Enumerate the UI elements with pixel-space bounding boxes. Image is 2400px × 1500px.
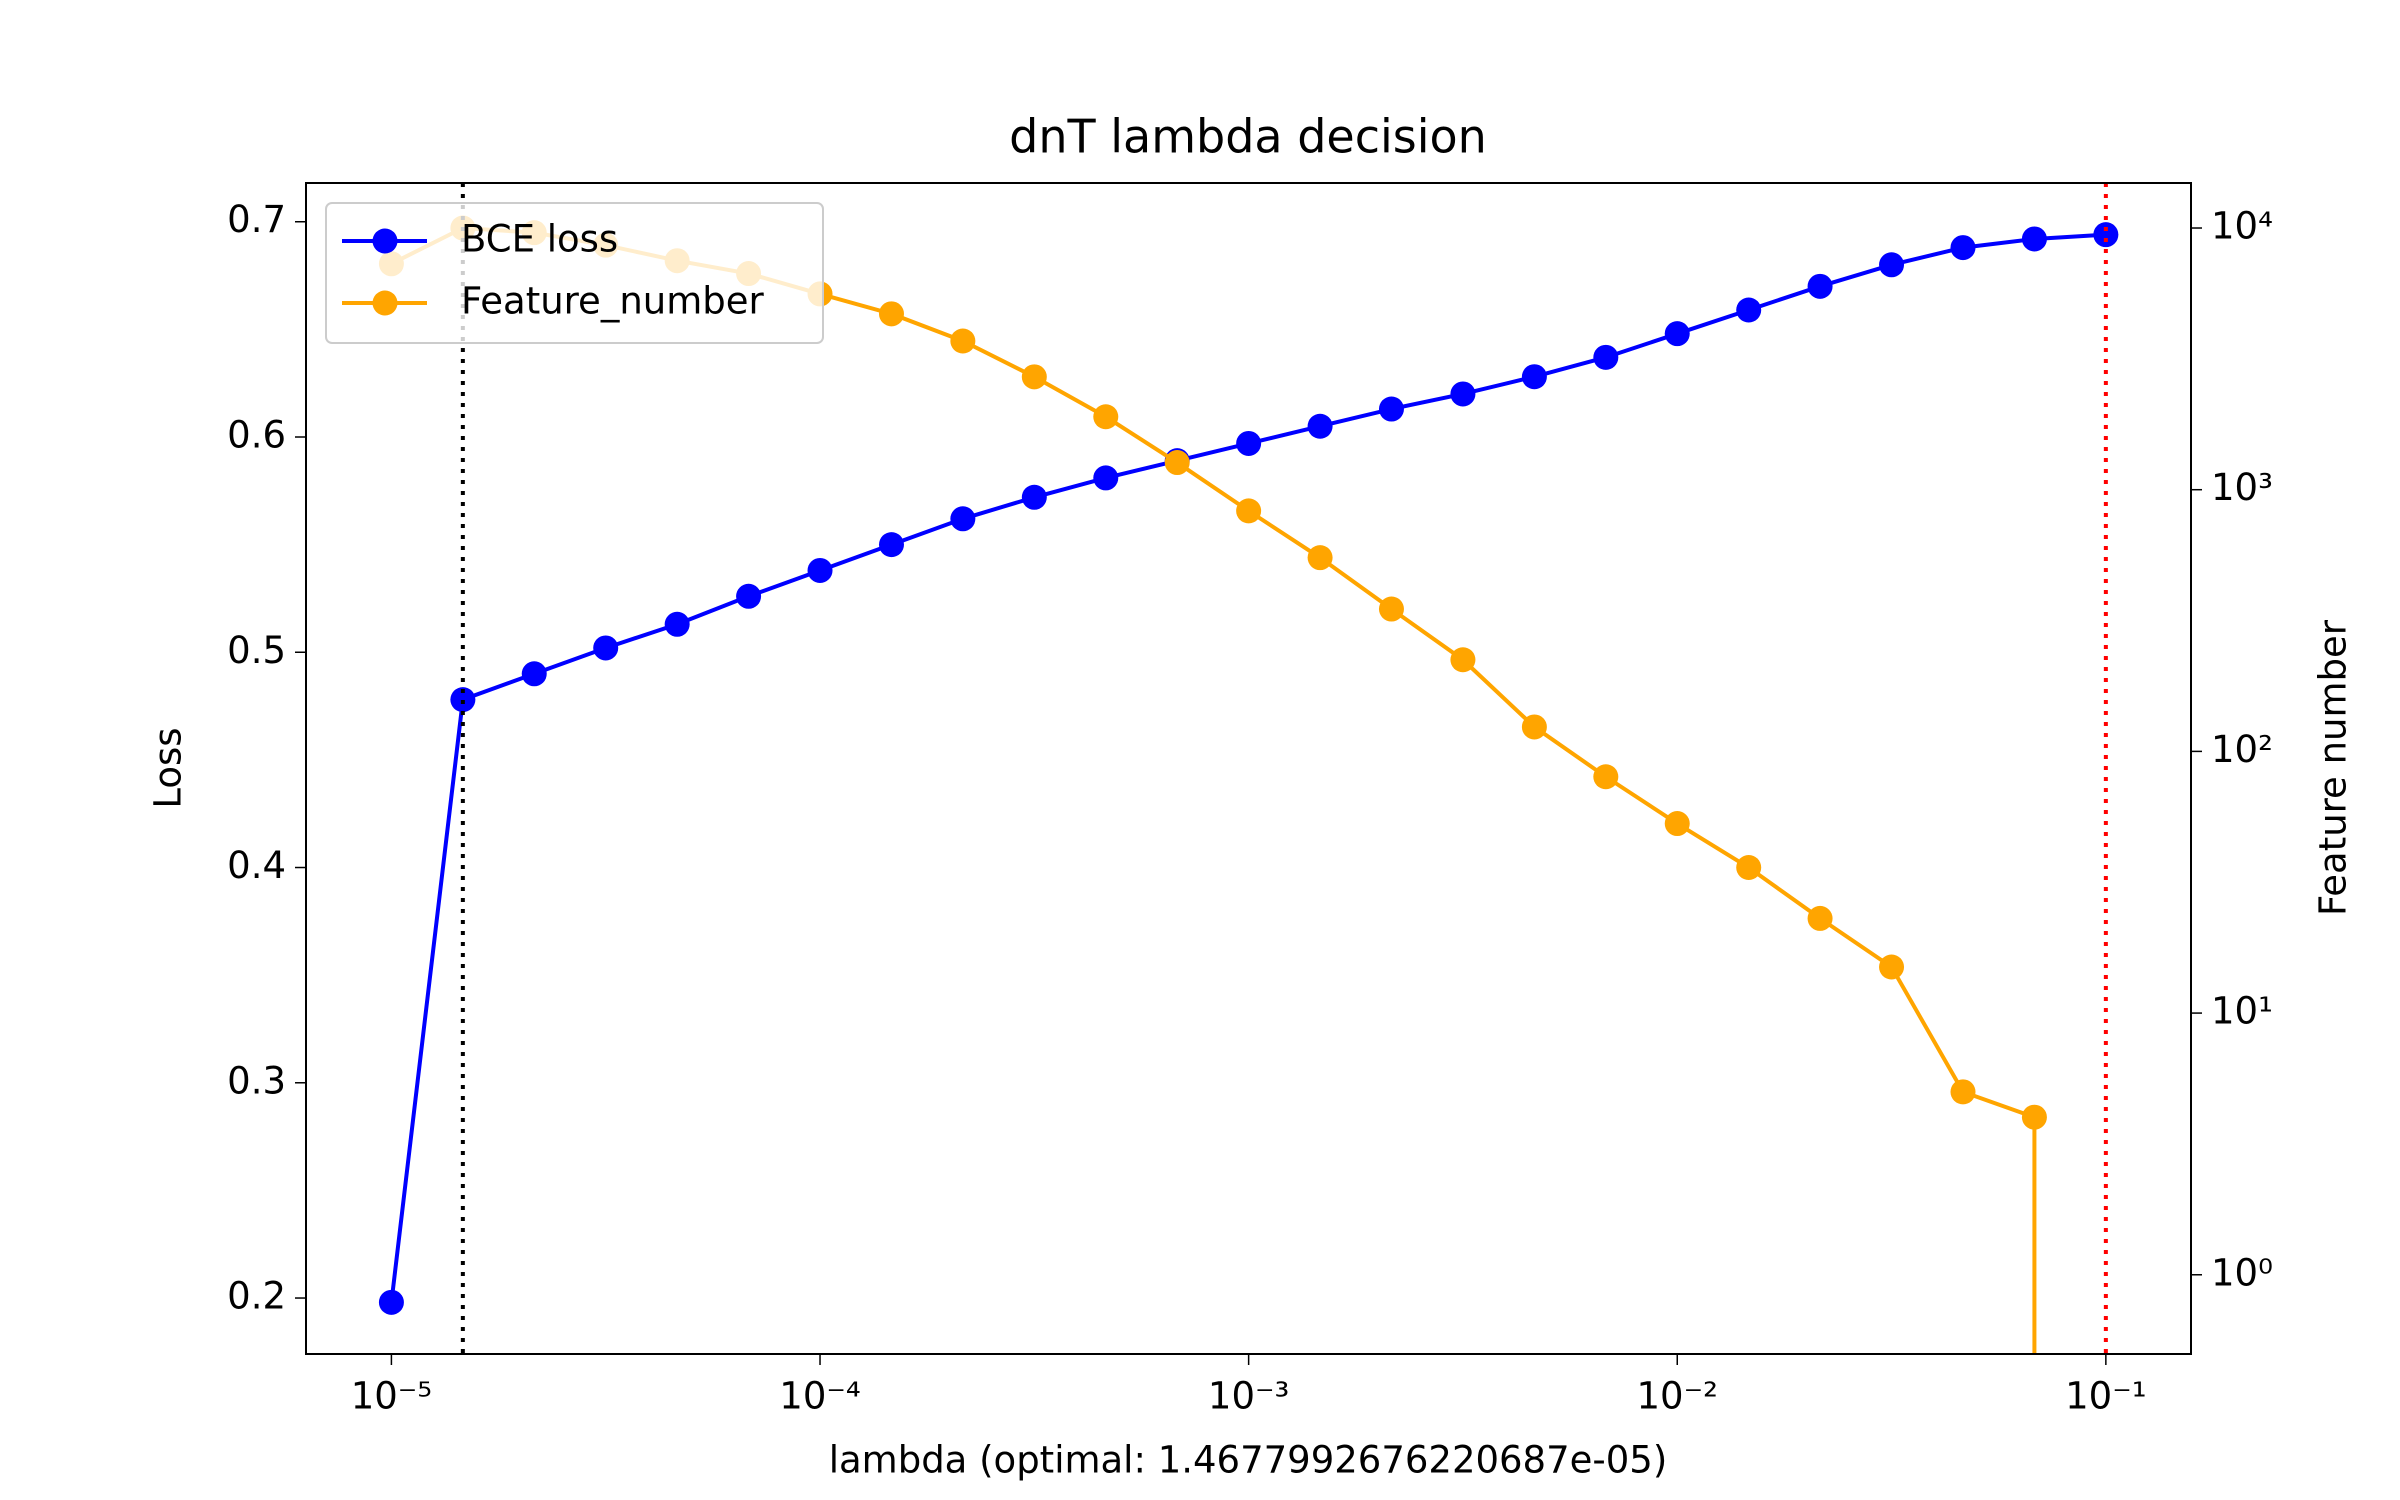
- series-marker: [1950, 235, 1976, 261]
- series-marker: [1807, 905, 1833, 931]
- series-marker: [1236, 430, 1262, 456]
- series-marker: [1236, 498, 1262, 524]
- series-marker: [1450, 647, 1476, 673]
- series-marker: [1093, 404, 1119, 430]
- series-marker: [736, 583, 762, 609]
- y-tick-label: 0.2: [227, 1275, 286, 1318]
- chart-title: dnT lambda decision: [1009, 110, 1487, 164]
- series-marker: [1736, 855, 1762, 881]
- series-marker: [1450, 381, 1476, 407]
- series-marker: [1307, 545, 1333, 571]
- series-marker: [950, 506, 976, 532]
- series-marker: [1378, 596, 1404, 622]
- series-marker: [1521, 364, 1547, 390]
- series-marker: [807, 557, 833, 583]
- series-marker: [1021, 364, 1047, 390]
- series-marker: [1879, 954, 1905, 980]
- series-marker: [2021, 1104, 2047, 1130]
- legend-box: [325, 202, 824, 344]
- x-tick-label: 10⁻⁵: [351, 1375, 432, 1418]
- series-marker: [878, 301, 904, 327]
- series-marker: [1378, 396, 1404, 422]
- series-marker: [1521, 714, 1547, 740]
- series-marker: [1736, 297, 1762, 323]
- legend-label: Feature_number: [461, 280, 765, 323]
- series-marker: [2093, 222, 2119, 248]
- y2-tick-label: 10⁰: [2211, 1251, 2273, 1294]
- y2-axis-label: Feature number: [2312, 619, 2355, 916]
- series-marker: [378, 1289, 404, 1315]
- y-tick-label: 0.6: [227, 414, 286, 457]
- series-marker: [1021, 484, 1047, 510]
- x-tick-label: 10⁻⁴: [779, 1375, 860, 1418]
- series-marker: [878, 532, 904, 558]
- series-marker: [1664, 811, 1690, 837]
- series-marker: [2021, 226, 2047, 252]
- series-marker: [1307, 413, 1333, 439]
- series-marker: [1950, 1079, 1976, 1105]
- series-marker: [1593, 344, 1619, 370]
- series-marker: [521, 661, 547, 687]
- series-marker: [1093, 465, 1119, 491]
- series-marker: [450, 687, 476, 713]
- y-tick-label: 0.5: [227, 629, 286, 672]
- series-marker: [1807, 273, 1833, 299]
- y2-tick-label: 10³: [2211, 466, 2273, 509]
- y2-tick-label: 10²: [2211, 728, 2273, 771]
- x-tick-label: 10⁻³: [1208, 1375, 1289, 1418]
- series-marker: [664, 611, 690, 637]
- x-axis-label: lambda (optimal: 1.4677992676220687e-05): [829, 1439, 1668, 1482]
- legend-label: BCE loss: [461, 218, 618, 261]
- y2-tick-label: 10¹: [2211, 990, 2273, 1033]
- series-marker: [593, 635, 619, 661]
- series-marker: [1664, 321, 1690, 347]
- series-marker: [1593, 764, 1619, 790]
- series-marker: [1879, 252, 1905, 278]
- x-tick-label: 10⁻¹: [2065, 1375, 2146, 1418]
- plot-frame: [305, 182, 2192, 1355]
- y-tick-label: 0.3: [227, 1059, 286, 1102]
- x-tick-label: 10⁻²: [1637, 1375, 1718, 1418]
- legend-marker: [372, 228, 398, 254]
- legend: BCE loss Feature_number: [325, 202, 824, 344]
- legend-marker: [372, 290, 398, 316]
- series-marker: [1164, 450, 1190, 476]
- y-axis-label: Loss: [147, 727, 190, 808]
- y-tick-label: 0.4: [227, 844, 286, 887]
- series-marker: [950, 328, 976, 354]
- y-tick-label: 0.7: [227, 198, 286, 241]
- y2-tick-label: 10⁴: [2211, 205, 2273, 248]
